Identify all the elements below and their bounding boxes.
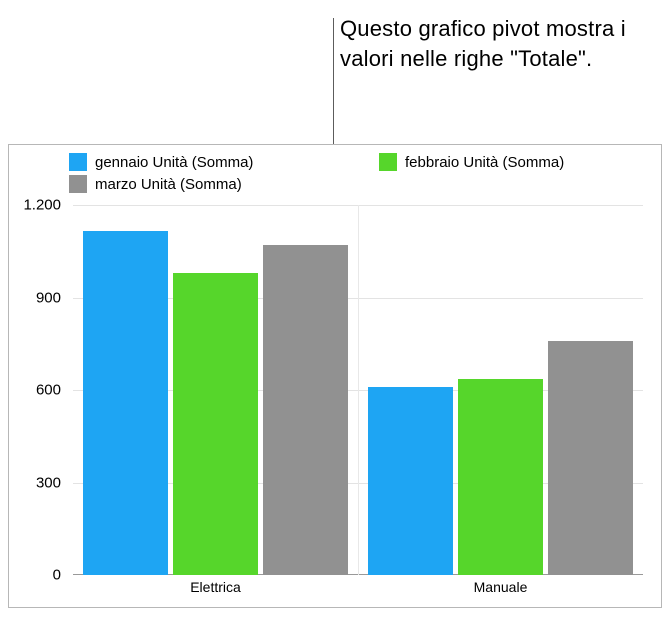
legend-label: febbraio Unità (Somma)	[405, 154, 564, 171]
legend-swatch	[69, 175, 87, 193]
plot-area	[73, 205, 643, 575]
bar	[263, 245, 349, 575]
y-tick-label: 1.200	[23, 197, 61, 214]
legend: gennaio Unità (Somma) febbraio Unità (So…	[69, 153, 641, 193]
callout-text: Questo grafico pivot mostra i valori nel…	[340, 14, 640, 73]
bar	[173, 273, 259, 575]
legend-label: marzo Unità (Somma)	[95, 176, 242, 193]
x-tick-label: Elettrica	[190, 579, 241, 595]
legend-item: febbraio Unità (Somma)	[379, 153, 639, 171]
callout-leader-line	[333, 18, 334, 144]
legend-item: marzo Unità (Somma)	[69, 175, 369, 193]
y-tick-label: 600	[36, 382, 61, 399]
bar	[548, 341, 634, 575]
bar	[83, 231, 169, 575]
x-axis: Elettrica Manuale	[73, 579, 643, 599]
bar	[368, 387, 454, 575]
legend-label: gennaio Unità (Somma)	[95, 154, 253, 171]
legend-swatch	[379, 153, 397, 171]
pivot-chart: gennaio Unità (Somma) febbraio Unità (So…	[8, 144, 662, 608]
callout: Questo grafico pivot mostra i valori nel…	[340, 14, 640, 73]
x-tick-label: Manuale	[474, 579, 528, 595]
bar	[458, 379, 544, 575]
legend-swatch	[69, 153, 87, 171]
category-divider	[358, 205, 359, 575]
legend-item: gennaio Unità (Somma)	[69, 153, 369, 171]
y-tick-label: 300	[36, 474, 61, 491]
y-tick-label: 900	[36, 289, 61, 306]
y-tick-label: 0	[53, 567, 61, 584]
y-axis: 03006009001.200	[9, 205, 67, 575]
